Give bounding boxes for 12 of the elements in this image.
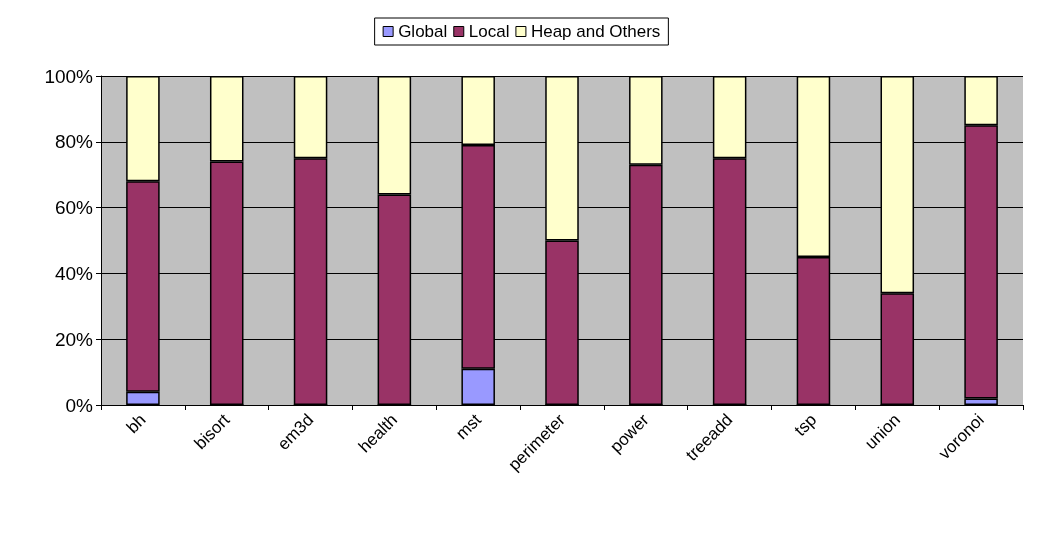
y-tick-label: 20%	[54, 328, 94, 350]
legend-label: Local	[468, 22, 510, 41]
y-tick-label: 0%	[65, 394, 94, 416]
x-tick-label: bh	[122, 410, 150, 438]
x-tick-label: mst	[452, 410, 486, 444]
y-tick-label: 100%	[44, 65, 94, 87]
y-tick-label: 80%	[54, 131, 94, 153]
legend-label: Global	[398, 22, 448, 41]
x-tick-label: tsp	[790, 410, 821, 440]
legend-label: Heap and Others	[530, 22, 661, 41]
y-tick-label: 60%	[54, 197, 94, 219]
y-tick-label: 40%	[54, 262, 94, 284]
